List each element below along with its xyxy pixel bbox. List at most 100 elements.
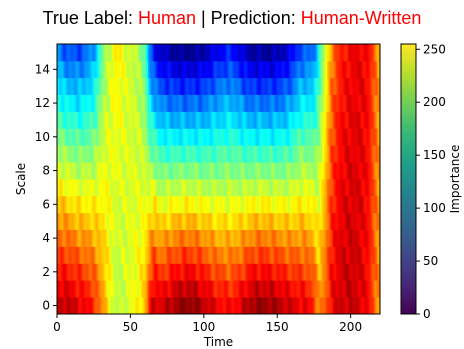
- heatmap-cell: [123, 195, 125, 214]
- heatmap-cell: [294, 179, 297, 197]
- heatmap-cell: [277, 111, 280, 129]
- heatmap-cell: [346, 297, 349, 315]
- heatmap-cell: [288, 246, 291, 264]
- heatmap-cell: [106, 162, 109, 180]
- heatmap-cell: [199, 162, 202, 180]
- heatmap-cell: [334, 297, 337, 315]
- heatmap-cell: [227, 94, 230, 112]
- heatmap-cell: [134, 179, 137, 197]
- heatmap-cell: [321, 280, 324, 298]
- heatmap-cell: [127, 263, 130, 281]
- heatmap-cell: [218, 280, 221, 298]
- heatmap-cell: [363, 162, 366, 180]
- heatmap-cell: [366, 111, 369, 129]
- heatmap-cell: [228, 44, 231, 62]
- heatmap-cell: [344, 195, 347, 214]
- colorbar-segment: [401, 248, 416, 251]
- heatmap-cell: [372, 145, 375, 163]
- heatmap-cell: [355, 94, 357, 112]
- heatmap-cell: [206, 229, 209, 247]
- heatmap-cell: [152, 212, 155, 230]
- heatmap-cell: [208, 145, 211, 163]
- heatmap-cell: [99, 44, 102, 62]
- heatmap-cell: [275, 229, 278, 247]
- heatmap-cell: [208, 263, 211, 281]
- heatmap-cell: [344, 179, 347, 197]
- heatmap-cell: [156, 44, 159, 62]
- heatmap-cell: [70, 280, 73, 298]
- heatmap-cell: [362, 60, 365, 79]
- heatmap-cell: [61, 246, 64, 264]
- heatmap-cell: [171, 195, 174, 214]
- heatmap-cell: [139, 229, 142, 247]
- heatmap-cell: [168, 263, 171, 281]
- colorbar-segment: [401, 188, 416, 191]
- heatmap-cell: [58, 280, 61, 298]
- heatmap-cell: [155, 280, 158, 298]
- heatmap-cell: [115, 263, 118, 281]
- heatmap-cell: [288, 60, 291, 79]
- heatmap-cell: [221, 297, 224, 315]
- colorbar-segment: [401, 198, 416, 201]
- heatmap-cell: [294, 145, 297, 163]
- heatmap-cell: [246, 77, 249, 95]
- heatmap-cell: [219, 44, 222, 62]
- heatmap-cell: [120, 94, 122, 112]
- heatmap-cell: [341, 195, 344, 214]
- heatmap-cell: [256, 280, 259, 298]
- heatmap-cell: [156, 212, 159, 230]
- heatmap-cell: [296, 145, 299, 163]
- heatmap-cell: [269, 77, 272, 95]
- heatmap-cell: [177, 162, 180, 180]
- colorbar-tick-label: 150: [423, 148, 446, 162]
- heatmap-cell: [180, 229, 183, 247]
- heatmap-cell: [99, 60, 102, 79]
- heatmap-cell: [98, 179, 100, 197]
- heatmap-cell: [164, 195, 166, 214]
- heatmap-cell: [221, 263, 224, 281]
- heatmap-cell: [218, 263, 221, 281]
- heatmap-cell: [338, 77, 341, 95]
- heatmap-cell: [215, 280, 218, 298]
- heatmap-cell: [165, 195, 168, 214]
- heatmap-cell: [67, 246, 70, 264]
- heatmap-cell: [360, 128, 363, 146]
- heatmap-cell: [167, 44, 169, 62]
- heatmap-cell: [177, 44, 180, 62]
- heatmap-cell: [102, 111, 105, 129]
- heatmap-cell: [65, 44, 68, 62]
- heatmap-cell: [139, 179, 142, 197]
- heatmap-cell: [133, 77, 136, 95]
- heatmap-cell: [338, 229, 341, 247]
- heatmap-cell: [227, 297, 230, 315]
- heatmap-cell: [123, 179, 125, 197]
- heatmap-cell: [117, 246, 120, 264]
- heatmap-cell: [61, 94, 64, 112]
- heatmap-cell: [211, 212, 213, 230]
- heatmap-cell: [338, 246, 341, 264]
- heatmap-cell: [124, 60, 127, 79]
- heatmap-cell: [365, 162, 368, 180]
- heatmap-cell: [327, 145, 329, 163]
- heatmap-cell: [218, 60, 221, 79]
- heatmap-cell: [196, 77, 199, 95]
- heatmap-cell: [123, 263, 125, 281]
- heatmap-cell: [59, 77, 62, 95]
- heatmap-cell: [118, 297, 121, 315]
- heatmap-cell: [211, 246, 213, 264]
- heatmap-cell: [139, 280, 142, 298]
- heatmap-cell: [253, 60, 256, 79]
- heatmap-cell: [330, 60, 332, 79]
- heatmap-cell: [230, 280, 233, 298]
- heatmap-cell: [264, 280, 266, 298]
- heatmap-cell: [290, 280, 293, 298]
- heatmap-cell: [171, 44, 174, 62]
- heatmap-cell: [67, 195, 70, 214]
- heatmap-cell: [286, 145, 288, 163]
- heatmap-cell: [215, 195, 218, 214]
- heatmap-cell: [193, 44, 196, 62]
- heatmap-cell: [57, 44, 59, 62]
- heatmap-cell: [350, 60, 353, 79]
- heatmap-cell: [67, 94, 70, 112]
- heatmap-cell: [187, 128, 190, 146]
